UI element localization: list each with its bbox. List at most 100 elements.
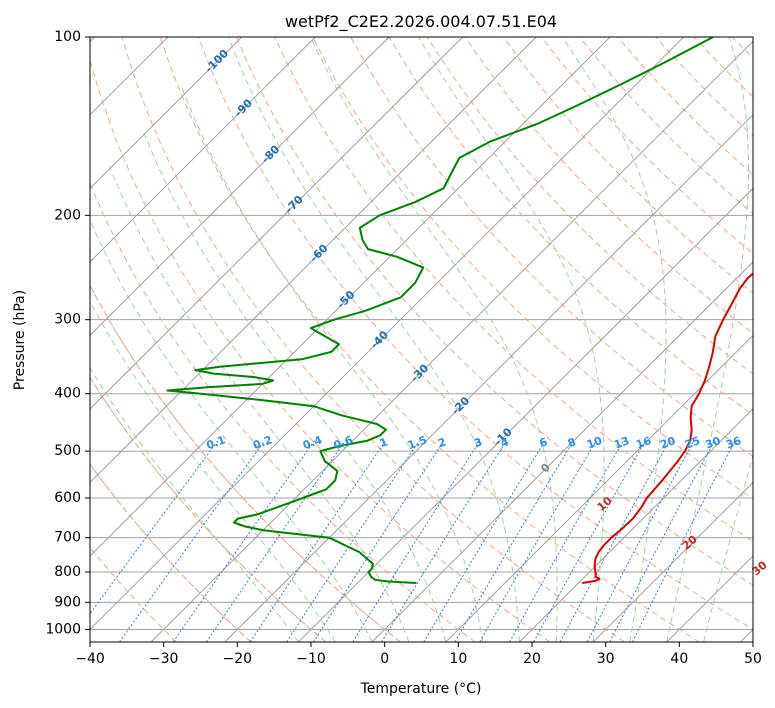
isotherm-line <box>740 628 753 642</box>
dry-adiabat-line <box>90 58 551 642</box>
moist-adiabat-line <box>562 37 667 642</box>
moist-adiabat-line <box>108 165 410 642</box>
isotherm-line <box>445 334 753 642</box>
mixing-ratio-line <box>423 440 546 642</box>
mixing-ratio-label: 0.6 <box>332 433 355 452</box>
mixing-ratio-line <box>381 440 507 642</box>
mixing-ratio-label: 2 <box>436 435 448 450</box>
x-axis: −40 −30 −20 −10 0 10 20 30 40 50 <box>75 642 762 667</box>
chart-title: wetPf2_C2E2.2026.004.07.51.E04 <box>285 12 557 32</box>
isotherm-line <box>592 481 753 642</box>
dry-adiabat-line <box>90 463 252 642</box>
mixing-ratio-label: 25 <box>683 434 702 451</box>
isotherm-line <box>90 37 685 631</box>
y-tick-label: 1000 <box>45 621 81 637</box>
background-lines <box>90 37 775 642</box>
mixing-ratio-label: 1.5 <box>406 433 429 452</box>
y-axis: 100 200 300 400 500 600 700 800 900 1000 <box>45 29 90 637</box>
y-tick-label: 300 <box>54 312 81 328</box>
dry-adiabat-line <box>731 37 753 59</box>
dry-adiabat-line <box>90 284 401 642</box>
dewpoint-line <box>166 37 714 584</box>
moist-adiabat-line <box>228 37 520 642</box>
y-tick-label: 500 <box>54 443 81 459</box>
x-tick-label: −30 <box>149 651 179 667</box>
mixing-ratio-label: 36 <box>724 434 743 452</box>
isotherm-line <box>90 37 537 484</box>
y-tick-label: 400 <box>54 386 81 402</box>
dry-adiabat-line <box>388 37 753 416</box>
mixing-ratio-label: 6 <box>538 435 550 450</box>
mixing-ratio-line <box>352 440 481 642</box>
mixing-ratio-label: 16 <box>634 434 653 452</box>
isotherm-line <box>666 555 753 642</box>
y-tick-label: 200 <box>54 207 81 223</box>
mixing-ratio-line <box>286 440 420 642</box>
y-axis-label: Pressure (hPa) <box>12 290 28 390</box>
legacy-adiabat-line <box>90 463 252 642</box>
isotherm-line <box>298 187 753 642</box>
dry-adiabat-line <box>350 37 753 458</box>
x-axis-label: Temperature (°C) <box>360 681 482 697</box>
x-tick-label: 10 <box>449 651 467 667</box>
isotherm-line <box>150 40 753 642</box>
moist-adiabat-line <box>418 37 605 642</box>
mixing-ratio-line <box>90 440 219 615</box>
mixing-ratio-line <box>586 440 695 642</box>
mixing-ratio-line <box>632 440 736 642</box>
dry-adiabat-line <box>502 37 753 294</box>
moist-adiabat-label: 10 <box>595 494 615 514</box>
dry-adiabat-line <box>693 37 753 98</box>
series-lines <box>166 37 753 584</box>
plot-frame <box>89 36 754 643</box>
legacy-adiabat-line <box>90 284 401 642</box>
dry-adiabat-line <box>312 37 753 500</box>
mixing-ratio-label: 3 <box>472 435 484 450</box>
isotherm-label: 0 <box>538 461 553 476</box>
moist-adiabat-label: 20 <box>680 533 700 553</box>
moist-adiabat-line <box>666 37 749 642</box>
isotherm-label: -100 <box>202 47 231 76</box>
moist-adiabat-line <box>703 453 753 642</box>
temperature-line <box>582 272 753 584</box>
x-tick-label: 20 <box>523 651 541 667</box>
dry-adiabat-line <box>617 37 753 176</box>
mixing-ratio-line <box>172 440 316 642</box>
isotherm-line <box>90 37 611 557</box>
dry-adiabat-line <box>90 376 327 642</box>
moist-adiabat-line <box>180 83 484 642</box>
dry-adiabat-line <box>464 37 753 334</box>
dry-adiabat-line <box>770 37 775 642</box>
dry-adiabat-line <box>197 37 753 630</box>
y-tick-label: 700 <box>54 530 81 546</box>
mixing-ratio-line <box>313 440 445 642</box>
mixing-ratio-line <box>454 440 575 642</box>
x-tick-label: 0 <box>380 651 389 667</box>
x-tick-label: 50 <box>744 651 762 667</box>
x-tick-label: −40 <box>75 651 105 667</box>
isotherm-line <box>371 261 753 642</box>
mixing-ratio-line <box>479 440 597 642</box>
x-tick-label: 40 <box>670 651 688 667</box>
mixing-ratio-line <box>249 440 387 642</box>
isotherm-line <box>90 37 464 410</box>
line-annotations: -100-90-80-70-60-50-40-30-20-1000.1 0.2 0.… <box>202 47 770 579</box>
isotherm-line <box>90 37 316 263</box>
mixing-ratio-line <box>559 440 671 642</box>
legacy-adiabat-line <box>90 376 327 642</box>
y-tick-label: 100 <box>54 29 81 45</box>
dry-adiabat-line <box>90 182 476 642</box>
mixing-ratio-label: 4 <box>499 435 511 450</box>
dry-adiabat-line <box>236 37 753 586</box>
moist-adiabat-line <box>90 300 336 642</box>
mixing-ratio-label: 8 <box>566 435 578 450</box>
mixing-ratio-label: 0.4 <box>301 433 324 452</box>
dry-adiabat-line <box>159 37 700 642</box>
dry-adiabat-line <box>274 37 753 543</box>
mixing-ratio-line <box>205 440 346 642</box>
moist-adiabat-line <box>143 132 447 642</box>
isotherm-line <box>90 37 243 190</box>
mixing-ratio-line <box>509 440 624 642</box>
moist-adiabat-line <box>310 37 558 642</box>
